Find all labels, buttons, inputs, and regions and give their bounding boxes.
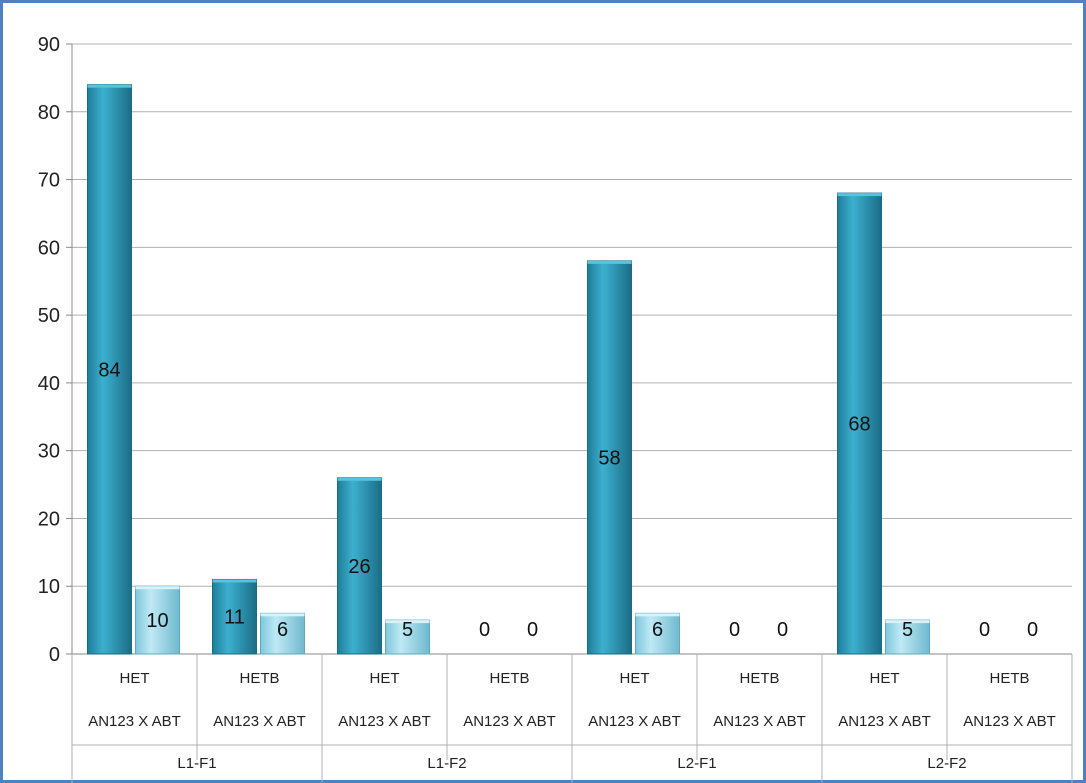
bar-series-1 [587,260,632,655]
category-label: HETB [739,670,779,687]
y-tick-label: 80 [38,102,60,124]
category-label: HETB [489,670,529,687]
y-tick-label: 30 [38,441,60,463]
bar-cap [135,586,180,590]
bar-cap [260,613,305,617]
group-label: L2-F2 [927,755,966,772]
bar-cap [837,193,882,197]
y-tick-label: 90 [38,34,60,56]
y-tick-label: 40 [38,373,60,395]
data-label: 10 [146,610,168,632]
category-label: HET [370,670,400,687]
bar-series-2 [135,585,180,655]
category-label: HET [870,670,900,687]
axes [66,43,1073,783]
category-label: HETB [989,670,1029,687]
data-label: 0 [777,619,788,641]
data-label: 84 [98,359,120,381]
bar-series-1 [212,578,257,655]
category-label: HETB [239,670,279,687]
y-tick-label: 60 [38,237,60,259]
bar-series-1 [337,477,382,655]
data-label: 6 [277,619,288,641]
bar-series-2 [885,619,930,655]
gridlines [72,43,1072,655]
data-label: 68 [848,414,870,436]
y-tick-label: 70 [38,170,60,192]
y-tick-label: 0 [49,644,60,666]
data-label: 58 [598,447,620,469]
category-label: HET [120,670,150,687]
bar-series-2 [635,612,680,655]
category-sublabel: AN123 X ABT [963,713,1056,730]
data-label: 0 [979,619,990,641]
category-sublabel: AN123 X ABT [463,713,556,730]
data-label: 6 [652,619,663,641]
data-label: 5 [402,619,413,641]
data-label: 11 [224,607,245,629]
bar-cap [337,477,382,481]
bar-cap [87,84,132,88]
data-label: 0 [1027,619,1038,641]
bar-series-1 [87,84,132,655]
category-label: HET [620,670,650,687]
category-sublabel: AN123 X ABT [838,713,931,730]
group-label: L1-F1 [177,755,216,772]
bar-cap [635,613,680,617]
y-tick-label: 20 [38,508,60,530]
bars [87,84,930,655]
group-label: L2-F1 [677,755,716,772]
category-sublabel: AN123 X ABT [88,713,181,730]
data-label: 0 [729,619,740,641]
data-label: 26 [348,556,370,578]
bar-cap [885,620,930,624]
y-tick-label: 10 [38,576,60,598]
category-sublabel: AN123 X ABT [213,713,306,730]
bar-series-1 [837,192,882,655]
category-sublabel: AN123 X ABT [338,713,431,730]
bar-cap [587,260,632,264]
bar-cap [212,579,257,583]
data-label: 5 [902,619,913,641]
y-tick-label: 50 [38,305,60,327]
bar-cap [385,620,430,624]
category-sublabel: AN123 X ABT [588,713,681,730]
group-label: L1-F2 [427,755,466,772]
data-label: 0 [479,619,490,641]
category-sublabel: AN123 X ABT [713,713,806,730]
data-label: 0 [527,619,538,641]
